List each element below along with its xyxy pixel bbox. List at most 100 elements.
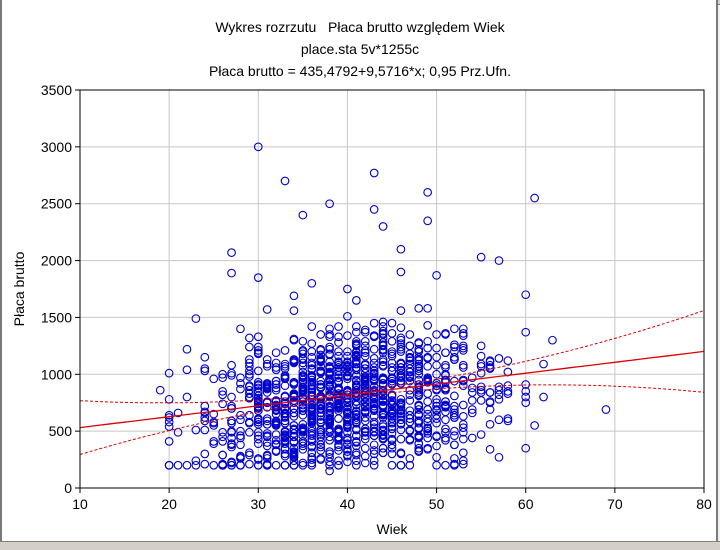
scatter-point [191,456,201,466]
scatter-point [253,332,263,342]
scatter-point [458,448,468,458]
scatter-point [343,347,352,356]
scatter-point [387,424,397,434]
scatter-point [325,452,334,462]
scatter-point [209,437,219,446]
scatter-point [360,327,370,337]
scatter-point [289,377,299,387]
scatter-point [298,404,308,413]
scatter-point [209,439,219,449]
scatter-point [351,441,361,451]
scatter-point [432,343,441,353]
scatter-point [262,416,272,426]
scatter-point [280,361,290,371]
scatter-point [343,439,352,449]
scatter-point [378,338,388,347]
scatter-point [405,460,415,470]
x-tick-label: 60 [518,496,534,512]
scatter-point [325,324,334,334]
scatter-point [227,248,236,257]
scatter-point [450,342,459,352]
scatter-point [218,390,227,400]
scatter-point [164,460,174,470]
scatter-point [298,437,308,446]
scatter-point [316,361,326,371]
scatter-point [396,323,406,333]
scatter-point [485,397,495,406]
scatter-point [289,306,299,315]
scatter-point [253,427,263,437]
scatter-point [432,271,441,280]
scatter-point [369,456,379,466]
scatter-point [378,425,388,435]
scatter-point [521,392,531,402]
scatter-point [396,408,406,418]
scatter-point [405,406,415,416]
scatter-point [476,382,486,392]
scatter-point [432,369,441,379]
scatter-point [450,324,459,334]
scatter-point [325,457,334,467]
scatter-point [369,460,379,470]
scatter-point [414,339,424,348]
scatter-point [280,409,290,419]
scatter-point [378,355,388,364]
scatter-point [351,371,361,380]
scatter-point [262,450,272,460]
scatter-point [450,459,459,469]
x-tick-label: 70 [607,496,623,512]
scatter-point [325,404,334,413]
scatter-point [405,376,415,386]
scatter-point [450,413,459,422]
scatter-point [227,427,236,437]
scatter-point [253,273,263,282]
scatter-point [325,406,334,416]
scatter-point [369,354,379,363]
scatter-point [423,377,433,387]
scatter-point [521,327,531,337]
scatter-point [253,366,263,376]
scatter-point [396,347,406,356]
scatter-point [405,349,415,359]
scatter-point [271,419,281,429]
scatter-point [476,396,486,405]
scatter-point [494,390,504,400]
scatter-point [360,443,370,453]
scatter-point [200,352,210,362]
scatter-point [405,341,415,351]
scatter-point [307,377,317,387]
scatter-point [450,454,459,463]
scatter-point [173,427,183,437]
scatter-point [476,341,486,351]
scatter-point [262,419,272,429]
scatter-point [521,398,531,408]
scatter-point [253,431,263,441]
scatter-point [494,452,504,462]
scatter-point [334,371,343,380]
window-bottom-border [0,541,720,550]
scatter-point [485,356,495,365]
scatter-point [245,372,254,381]
scatter-point [245,448,254,458]
scatter-point [476,368,486,378]
scatter-point [173,460,183,470]
scatter-point [191,460,201,470]
scatter-point [432,360,441,370]
scatter-point [298,388,308,397]
scatter-point [423,414,433,423]
scatter-point [280,449,290,459]
scatter-point [200,459,210,469]
scatter-point [387,336,397,346]
scatter-point [378,357,388,367]
scatter-point [236,415,245,425]
confidence-lower [79,384,705,455]
scatter-point [423,373,433,383]
scatter-point [378,341,388,351]
scatter-point [182,392,192,402]
scatter-point [387,399,397,409]
scatter-point [280,372,290,381]
scatter-point [360,359,370,369]
scatter-point [334,332,343,342]
scatter-point [441,397,450,406]
scatter-point [262,355,272,364]
